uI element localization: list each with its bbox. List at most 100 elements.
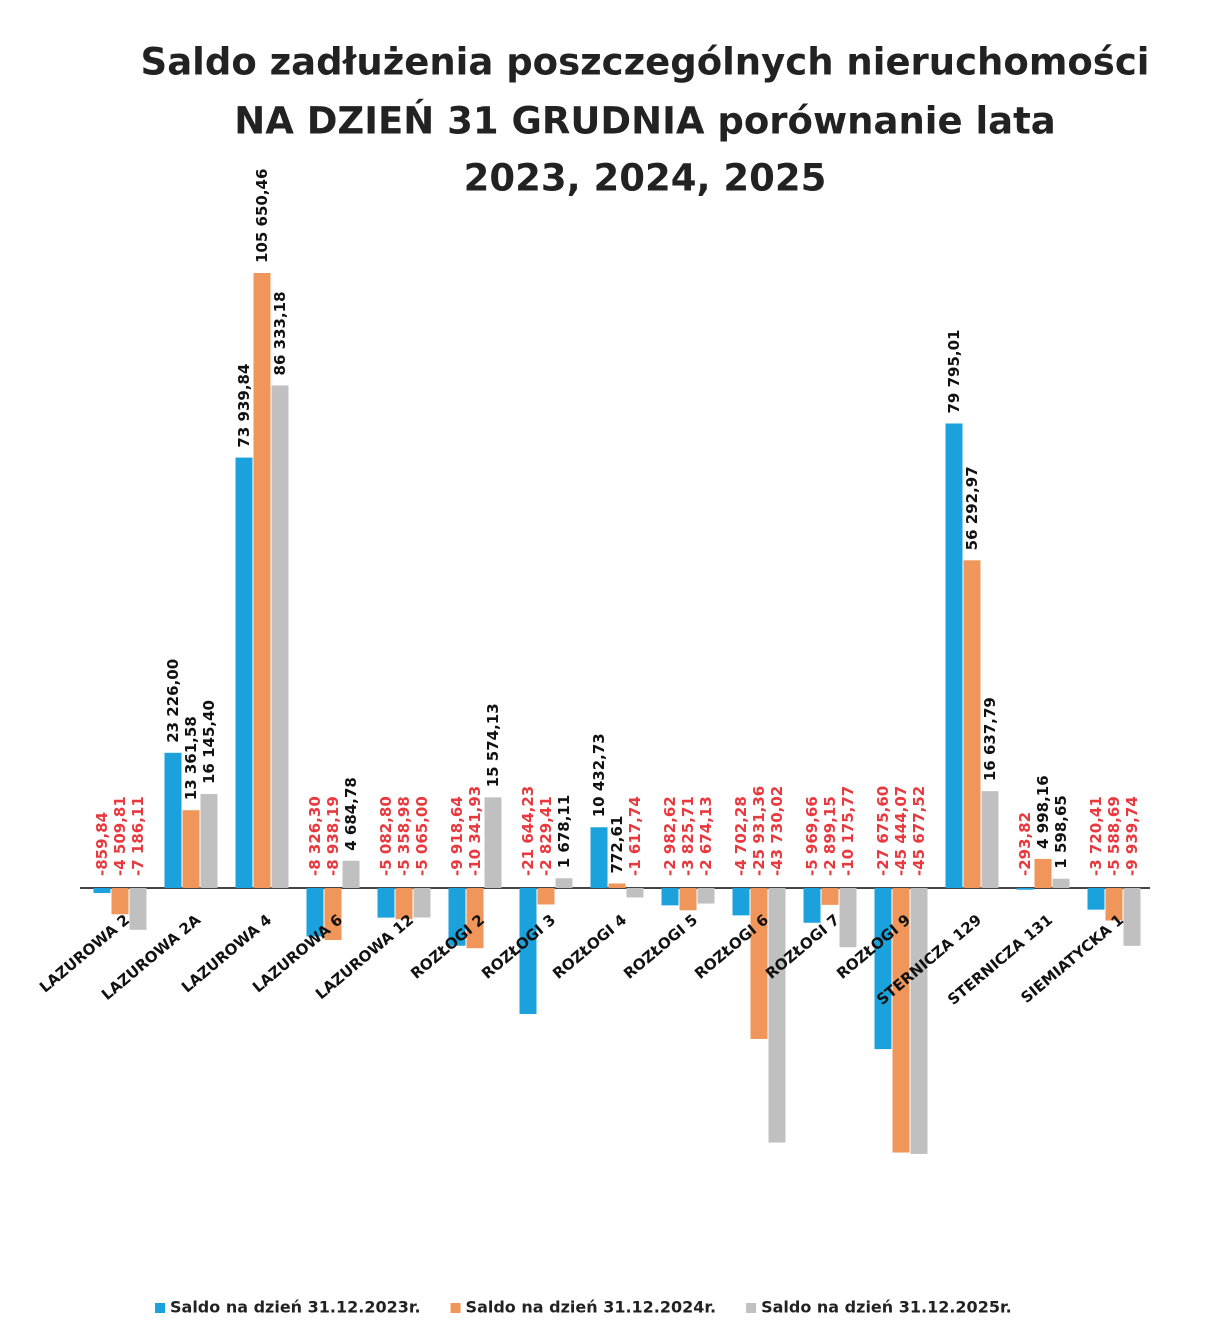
bar [839, 888, 857, 948]
data-label: 4 998,16 [1034, 775, 1052, 849]
bar [750, 888, 768, 1039]
bar [803, 888, 821, 923]
data-label: -2 982,62 [661, 796, 679, 876]
bar [182, 810, 200, 888]
data-label: 1 678,11 [555, 795, 573, 869]
x-tick-label: ROZŁOGI 4 [549, 911, 630, 983]
data-label: -8 326,30 [306, 796, 324, 876]
chart-title: 2023, 2024, 2025 [464, 157, 827, 200]
bar [892, 888, 910, 1153]
data-label: -5 082,80 [377, 796, 395, 876]
data-label: -43 730,02 [768, 786, 786, 876]
data-label: 56 292,97 [963, 466, 981, 550]
bar [874, 888, 892, 1050]
bar [679, 888, 697, 911]
bar [164, 752, 182, 888]
data-label: -2 899,15 [821, 796, 839, 876]
data-label: 23 226,00 [164, 659, 182, 743]
bar [821, 888, 839, 905]
data-label: -8 938,19 [324, 796, 342, 876]
data-label: -10 175,77 [839, 786, 857, 876]
data-label: -45 677,52 [910, 786, 928, 876]
bar [981, 791, 999, 888]
chart-title: NA DZIEŃ 31 GRUDNIA porównanie lata [234, 99, 1056, 143]
bar [1105, 888, 1123, 921]
bar [1052, 878, 1070, 888]
data-label: -2 829,41 [537, 796, 555, 876]
data-label: -1 617,74 [626, 796, 644, 876]
data-label: 16 637,79 [981, 697, 999, 781]
bar [395, 888, 413, 920]
data-label: 79 795,01 [945, 330, 963, 414]
bar [1016, 888, 1034, 890]
data-label: -3 720,41 [1087, 796, 1105, 876]
data-label: -9 918,64 [448, 796, 466, 876]
bar [608, 883, 626, 888]
bar [910, 888, 928, 1154]
data-label: 73 939,84 [235, 364, 253, 448]
data-label: 15 574,13 [484, 703, 502, 787]
bar [484, 797, 502, 888]
data-label: -4 702,28 [732, 796, 750, 876]
data-label: 86 333,18 [271, 291, 289, 375]
bar [271, 385, 289, 888]
data-label: 1 598,65 [1052, 795, 1070, 869]
x-tick-label: ROZŁOGI 3 [478, 911, 559, 983]
data-label: 105 650,46 [253, 169, 271, 263]
data-label: -5 969,66 [803, 796, 821, 876]
bar [413, 888, 431, 918]
data-label: 13 361,58 [182, 716, 200, 800]
bar [732, 888, 750, 916]
bar [1123, 888, 1141, 946]
bar [661, 888, 679, 906]
bar [448, 888, 466, 946]
bar [466, 888, 484, 949]
legend-swatch [155, 1303, 165, 1313]
bar [235, 457, 253, 888]
data-label: 4 684,78 [342, 777, 360, 851]
data-label: -5 588,69 [1105, 796, 1123, 876]
data-label: -7 186,11 [129, 796, 147, 876]
data-label: -5 065,00 [413, 796, 431, 876]
bar [342, 860, 360, 888]
bar [590, 827, 608, 888]
bar [129, 888, 147, 930]
data-label: -9 939,74 [1123, 796, 1141, 876]
data-label: -859,84 [93, 812, 111, 876]
x-tick-label: ROZŁOGI 5 [620, 911, 701, 983]
bar [377, 888, 395, 918]
data-label: -21 644,23 [519, 786, 537, 876]
legend-label: Saldo na dzień 31.12.2023r. [170, 1298, 421, 1317]
bar [963, 560, 981, 888]
data-label: 16 145,40 [200, 700, 218, 784]
bar [306, 888, 324, 937]
bar [1087, 888, 1105, 910]
bar [324, 888, 342, 941]
chart-title: Saldo zadłużenia poszczególnych nierucho… [141, 41, 1150, 84]
legend-swatch [450, 1303, 461, 1313]
data-label: -25 931,36 [750, 786, 768, 876]
bar [519, 888, 537, 1014]
bar [768, 888, 786, 1143]
bar [555, 878, 573, 888]
data-label: -293,82 [1016, 812, 1034, 876]
bar [945, 423, 963, 888]
bar [1034, 858, 1052, 888]
bar [93, 888, 111, 894]
data-label: -5 358,98 [395, 796, 413, 876]
data-label: -10 341,93 [466, 786, 484, 876]
bar [537, 888, 555, 905]
legend-swatch [746, 1303, 757, 1313]
bar [253, 273, 271, 888]
bar [111, 888, 129, 915]
bar [626, 888, 644, 898]
data-label: -27 675,60 [874, 786, 892, 876]
bar [200, 794, 218, 888]
legend-label: Saldo na dzień 31.12.2025r. [761, 1298, 1012, 1317]
data-label: -2 674,13 [697, 796, 715, 876]
data-label: -3 825,71 [679, 796, 697, 876]
data-label: -4 509,81 [111, 796, 129, 876]
data-label: 10 432,73 [590, 733, 608, 817]
data-label: 772,61 [608, 816, 626, 874]
